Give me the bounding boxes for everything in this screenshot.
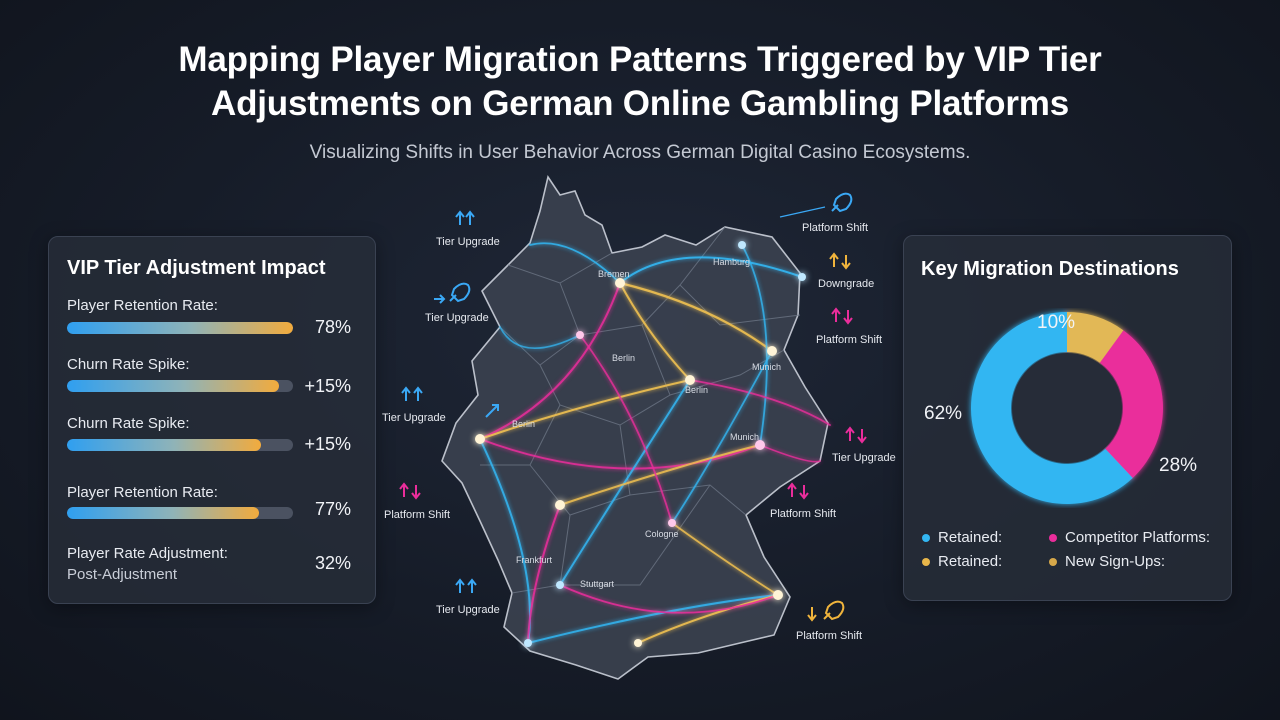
legend-label: Competitor Platforms: <box>1065 529 1211 546</box>
arrows-up-icon <box>485 404 499 418</box>
annotation-label: Downgrade <box>818 278 874 290</box>
arrows-updown-icon <box>787 482 809 500</box>
annotation-label: Platform Shift <box>384 509 450 521</box>
arrows-up-icon <box>455 578 477 593</box>
arrows-updown-icon <box>831 307 853 325</box>
metric-label-adjustment: Player Rate Adjustment: <box>67 545 228 562</box>
donut-hole <box>1012 353 1122 463</box>
metric-bar-fill <box>67 322 293 334</box>
migration-flows <box>479 242 831 644</box>
metric-bar-fill <box>67 507 260 519</box>
title-line-1: Mapping Player Migration Patterns Trigge… <box>178 40 1102 79</box>
city-label: Berlin <box>612 353 635 363</box>
donut-slice <box>971 312 1133 504</box>
donut-chart <box>971 312 1163 504</box>
metric-bar-retention <box>67 322 293 334</box>
city-label: Hamburg <box>713 257 750 267</box>
legend-label: Retained: <box>938 529 1003 546</box>
rocket-icon <box>449 282 471 303</box>
annotation-tier-upgrade-2: Tier Upgrade <box>425 282 489 324</box>
city-label: Cologne <box>645 529 679 539</box>
annotation-label: Platform Shift <box>796 630 862 642</box>
city-label: Berlin <box>685 385 708 395</box>
annotation-platform-shift: Platform Shift <box>779 192 868 234</box>
annotation-label: Platform Shift <box>802 222 868 234</box>
page-title: Mapping Player Migration Patterns Trigge… <box>0 38 1280 126</box>
metric-bar-fill <box>67 439 262 451</box>
metric-value-retention-2: 77% <box>314 499 351 519</box>
city-label: Munich <box>752 362 781 372</box>
annotation-label: Tier Upgrade <box>832 452 896 464</box>
city-label: Berlin <box>512 419 535 429</box>
metric-value-retention: 78% <box>314 317 351 337</box>
city-label: Stuttgart <box>580 579 615 589</box>
annotation-label: Tier Upgrade <box>382 412 446 424</box>
annotation-label: Tier Upgrade <box>425 312 489 324</box>
annotation-platform-shift-2: Platform Shift <box>816 307 882 346</box>
annotation-tier-upgrade-4: Tier Upgrade <box>832 426 896 464</box>
slice-label-new-signups: 10% <box>1037 312 1076 333</box>
city-label: Frankfurt <box>516 555 553 565</box>
arrows-updown-icon <box>845 426 867 444</box>
metric-value-churn: +15% <box>304 376 351 396</box>
annotation-downgrade: Downgrade <box>818 252 874 290</box>
metric-label-churn-2: Churn Rate Spike: <box>67 415 190 432</box>
migration-nodes <box>475 241 806 647</box>
legend-dot <box>922 557 930 566</box>
arrows-up-icon <box>401 386 423 401</box>
arrows-down-icon <box>807 607 817 622</box>
vip-impact-panel: VIP Tier Adjustment Impact Player Retent… <box>48 236 376 604</box>
annotation-pointer <box>779 206 826 218</box>
city-label: Munich <box>730 432 759 442</box>
annotation-tier-upgrade-5: Tier Upgrade <box>436 578 500 616</box>
metric-bar-retention-2 <box>67 507 293 519</box>
metric-label-churn: Churn Rate Spike: <box>67 356 190 373</box>
metric-value-adjustment: 32% <box>314 553 351 573</box>
destinations-panel-title: Key Migration Destinations <box>921 258 1179 280</box>
annotation-tier-upgrade-3: Tier Upgrade <box>382 386 499 424</box>
legend-item-retained: Retained: <box>922 529 1002 546</box>
donut-slice <box>1099 330 1163 478</box>
metric-bar-churn <box>67 380 293 392</box>
legend-label: Retained: <box>938 553 1003 570</box>
legend-dot <box>1049 533 1057 542</box>
arrows-updown-icon <box>829 252 851 270</box>
donut-slice <box>1067 312 1124 363</box>
annotation-platform-shift-3: Platform Shift <box>384 482 450 521</box>
slice-label-competitors: 28% <box>1159 455 1198 476</box>
impact-panel-title: VIP Tier Adjustment Impact <box>67 257 326 279</box>
arrows-up-icon <box>455 210 475 225</box>
annotation-tier-upgrade: Tier Upgrade <box>436 210 500 248</box>
legend-item-competitors: Competitor Platforms: <box>1049 529 1210 546</box>
rocket-icon <box>831 192 853 213</box>
page-subtitle: Visualizing Shifts in User Behavior Acro… <box>309 142 971 163</box>
destinations-panel: Key Migration Destinations 10% 62% 28% R… <box>903 235 1232 601</box>
annotation-label: Tier Upgrade <box>436 236 500 248</box>
legend-dot <box>1049 557 1057 566</box>
legend-item-new-signups: New Sign-Ups: <box>1049 553 1165 570</box>
legend-dot <box>922 533 930 542</box>
metric-value-churn-2: +15% <box>304 434 351 454</box>
metric-sublabel-adjustment: Post-Adjustment <box>67 566 178 583</box>
arrows-right-icon <box>434 294 446 304</box>
rocket-icon <box>823 600 845 621</box>
legend-item-retained-2: Retained: <box>922 553 1002 570</box>
legend-label: New Sign-Ups: <box>1065 553 1166 570</box>
annotation-label: Platform Shift <box>816 334 882 346</box>
annotation-label: Tier Upgrade <box>436 604 500 616</box>
metric-bar-fill <box>67 380 280 392</box>
annotation-platform-shift-5: Platform Shift <box>796 600 862 642</box>
city-label: Bremen <box>598 269 630 279</box>
title-line-2: Adjustments on German Online Gambling Pl… <box>211 84 1069 123</box>
arrows-updown-icon <box>399 482 421 500</box>
city-labels: Hamburg Berlin Berlin Munich Munich Berl… <box>512 257 781 589</box>
metric-bar-churn-2 <box>67 439 293 451</box>
germany-migration-map: Hamburg Berlin Berlin Munich Munich Berl… <box>382 175 896 680</box>
metric-label-retention: Player Retention Rate: <box>67 297 218 314</box>
annotation-label: Platform Shift <box>770 508 836 520</box>
annotation-platform-shift-4: Platform Shift <box>770 482 836 520</box>
metric-label-retention-2: Player Retention Rate: <box>67 484 218 501</box>
slice-label-retained: 62% <box>924 403 963 424</box>
